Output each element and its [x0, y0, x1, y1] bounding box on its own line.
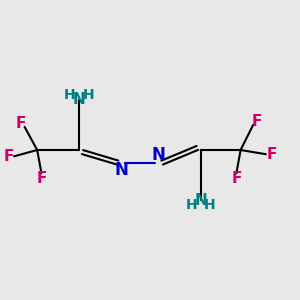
Text: N: N — [73, 92, 85, 107]
Text: H: H — [204, 198, 216, 212]
Text: F: F — [266, 147, 277, 162]
Text: N: N — [152, 146, 166, 164]
Text: N: N — [114, 161, 128, 179]
Text: F: F — [4, 149, 14, 164]
Text: F: F — [231, 171, 242, 186]
Text: H: H — [82, 88, 94, 102]
Text: H: H — [64, 88, 76, 102]
Text: F: F — [251, 114, 262, 129]
Text: H: H — [186, 198, 197, 212]
Text: F: F — [16, 116, 26, 131]
Text: N: N — [194, 193, 207, 208]
Text: F: F — [36, 171, 46, 186]
